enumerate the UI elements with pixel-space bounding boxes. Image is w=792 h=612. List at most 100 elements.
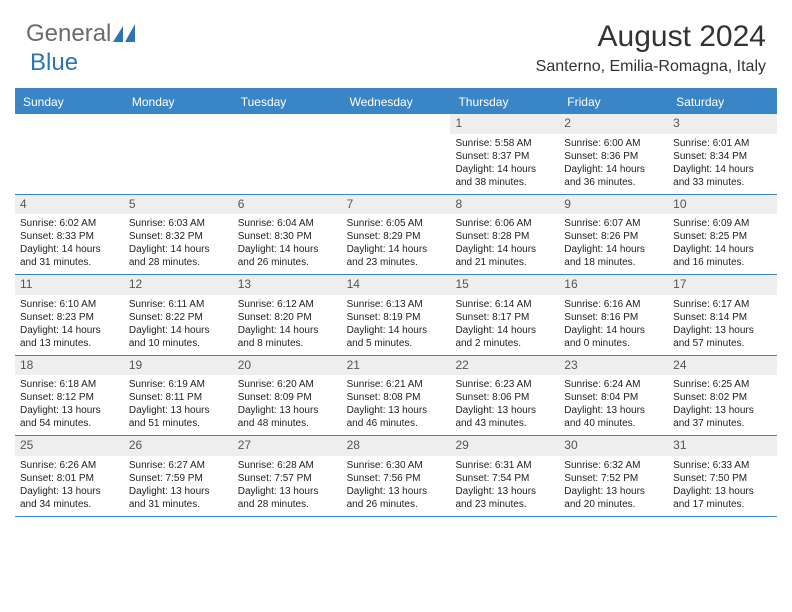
sunset-line: Sunset: 8:34 PM [673,150,772,163]
sunset-line: Sunset: 8:30 PM [238,230,337,243]
daylight-line: Daylight: 14 hours and 36 minutes. [564,163,663,189]
weeks-container: 1Sunrise: 5:58 AMSunset: 8:37 PMDaylight… [15,114,777,517]
logo-text-blue: Blue [30,49,78,77]
sunrise-line: Sunrise: 6:21 AM [347,378,446,391]
daylight-line: Daylight: 14 hours and 16 minutes. [673,243,772,269]
sunset-line: Sunset: 7:57 PM [238,472,337,485]
daylight-line: Daylight: 13 hours and 26 minutes. [347,485,446,511]
logo-text-general: General [26,20,111,48]
week-row: 1Sunrise: 5:58 AMSunset: 8:37 PMDaylight… [15,114,777,195]
daylight-line: Daylight: 13 hours and 37 minutes. [673,404,772,430]
sunset-line: Sunset: 8:11 PM [129,391,228,404]
sunset-line: Sunset: 8:22 PM [129,311,228,324]
sunrise-line: Sunrise: 5:58 AM [455,137,554,150]
daynum-bar: 22 [450,356,559,376]
day-number: 31 [673,438,686,452]
calendar: SundayMondayTuesdayWednesdayThursdayFrid… [15,90,777,517]
sunrise-line: Sunrise: 6:13 AM [347,298,446,311]
day-cell: 6Sunrise: 6:04 AMSunset: 8:30 PMDaylight… [233,195,342,275]
sunrise-line: Sunrise: 6:32 AM [564,459,663,472]
sunset-line: Sunset: 8:36 PM [564,150,663,163]
day-cell: 17Sunrise: 6:17 AMSunset: 8:14 PMDayligh… [668,275,777,355]
sunrise-line: Sunrise: 6:02 AM [20,217,119,230]
day-cell: 10Sunrise: 6:09 AMSunset: 8:25 PMDayligh… [668,195,777,275]
day-number: 23 [564,358,577,372]
sunset-line: Sunset: 7:50 PM [673,472,772,485]
day-cell: 21Sunrise: 6:21 AMSunset: 8:08 PMDayligh… [342,356,451,436]
sunrise-line: Sunrise: 6:14 AM [455,298,554,311]
day-number: 10 [673,197,686,211]
day-number: 6 [238,197,245,211]
sunrise-line: Sunrise: 6:03 AM [129,217,228,230]
sunrise-line: Sunrise: 6:19 AM [129,378,228,391]
day-cell: 18Sunrise: 6:18 AMSunset: 8:12 PMDayligh… [15,356,124,436]
day-cell: 13Sunrise: 6:12 AMSunset: 8:20 PMDayligh… [233,275,342,355]
daylight-line: Daylight: 14 hours and 28 minutes. [129,243,228,269]
day-number: 25 [20,438,33,452]
daynum-bar: 21 [342,356,451,376]
day-number: 26 [129,438,142,452]
day-number: 19 [129,358,142,372]
daynum-bar: 10 [668,195,777,215]
day-cell: 20Sunrise: 6:20 AMSunset: 8:09 PMDayligh… [233,356,342,436]
daylight-line: Daylight: 14 hours and 13 minutes. [20,324,119,350]
sunrise-line: Sunrise: 6:04 AM [238,217,337,230]
day-number: 8 [455,197,462,211]
day-cell: 16Sunrise: 6:16 AMSunset: 8:16 PMDayligh… [559,275,668,355]
daynum-bar: 20 [233,356,342,376]
day-cell: 25Sunrise: 6:26 AMSunset: 8:01 PMDayligh… [15,436,124,516]
daylight-line: Daylight: 14 hours and 10 minutes. [129,324,228,350]
sunset-line: Sunset: 8:02 PM [673,391,772,404]
daynum-bar: 4 [15,195,124,215]
daynum-bar: 16 [559,275,668,295]
day-cell: 22Sunrise: 6:23 AMSunset: 8:06 PMDayligh… [450,356,559,436]
daylight-line: Daylight: 13 hours and 43 minutes. [455,404,554,430]
day-number: 7 [347,197,354,211]
day-cell: 4Sunrise: 6:02 AMSunset: 8:33 PMDaylight… [15,195,124,275]
sunrise-line: Sunrise: 6:16 AM [564,298,663,311]
sunset-line: Sunset: 8:28 PM [455,230,554,243]
sunset-line: Sunset: 7:54 PM [455,472,554,485]
day-cell: 28Sunrise: 6:30 AMSunset: 7:56 PMDayligh… [342,436,451,516]
sunrise-line: Sunrise: 6:27 AM [129,459,228,472]
day-number: 11 [20,277,32,291]
sunset-line: Sunset: 8:17 PM [455,311,554,324]
day-number: 4 [20,197,27,211]
sunrise-line: Sunrise: 6:00 AM [564,137,663,150]
daylight-line: Daylight: 14 hours and 23 minutes. [347,243,446,269]
day-number: 13 [238,277,251,291]
sunrise-line: Sunrise: 6:09 AM [673,217,772,230]
daylight-line: Daylight: 14 hours and 0 minutes. [564,324,663,350]
daylight-line: Daylight: 14 hours and 18 minutes. [564,243,663,269]
day-number: 5 [129,197,136,211]
title-block: August 2024 Santerno, Emilia-Romagna, It… [536,20,766,76]
daynum-bar: 15 [450,275,559,295]
sunset-line: Sunset: 7:52 PM [564,472,663,485]
day-cell: 24Sunrise: 6:25 AMSunset: 8:02 PMDayligh… [668,356,777,436]
day-number: 1 [455,116,462,130]
daylight-line: Daylight: 13 hours and 40 minutes. [564,404,663,430]
logo-sails-icon [113,24,139,44]
week-row: 11Sunrise: 6:10 AMSunset: 8:23 PMDayligh… [15,275,777,356]
sunrise-line: Sunrise: 6:31 AM [455,459,554,472]
weekday-header: Friday [559,90,668,114]
daynum-bar: 31 [668,436,777,456]
sunrise-line: Sunrise: 6:33 AM [673,459,772,472]
daylight-line: Daylight: 13 hours and 54 minutes. [20,404,119,430]
daylight-line: Daylight: 14 hours and 5 minutes. [347,324,446,350]
day-number: 3 [673,116,680,130]
day-number: 21 [347,358,360,372]
daynum-bar: 11 [15,275,124,295]
day-number: 2 [564,116,571,130]
sunrise-line: Sunrise: 6:28 AM [238,459,337,472]
weekday-header: Thursday [450,90,559,114]
daynum-bar: 30 [559,436,668,456]
daynum-bar: 2 [559,114,668,134]
daylight-line: Daylight: 14 hours and 21 minutes. [455,243,554,269]
sunrise-line: Sunrise: 6:12 AM [238,298,337,311]
daynum-bar: 29 [450,436,559,456]
daynum-bar: 3 [668,114,777,134]
location: Santerno, Emilia-Romagna, Italy [536,58,766,76]
sunset-line: Sunset: 8:09 PM [238,391,337,404]
sunset-line: Sunset: 8:19 PM [347,311,446,324]
